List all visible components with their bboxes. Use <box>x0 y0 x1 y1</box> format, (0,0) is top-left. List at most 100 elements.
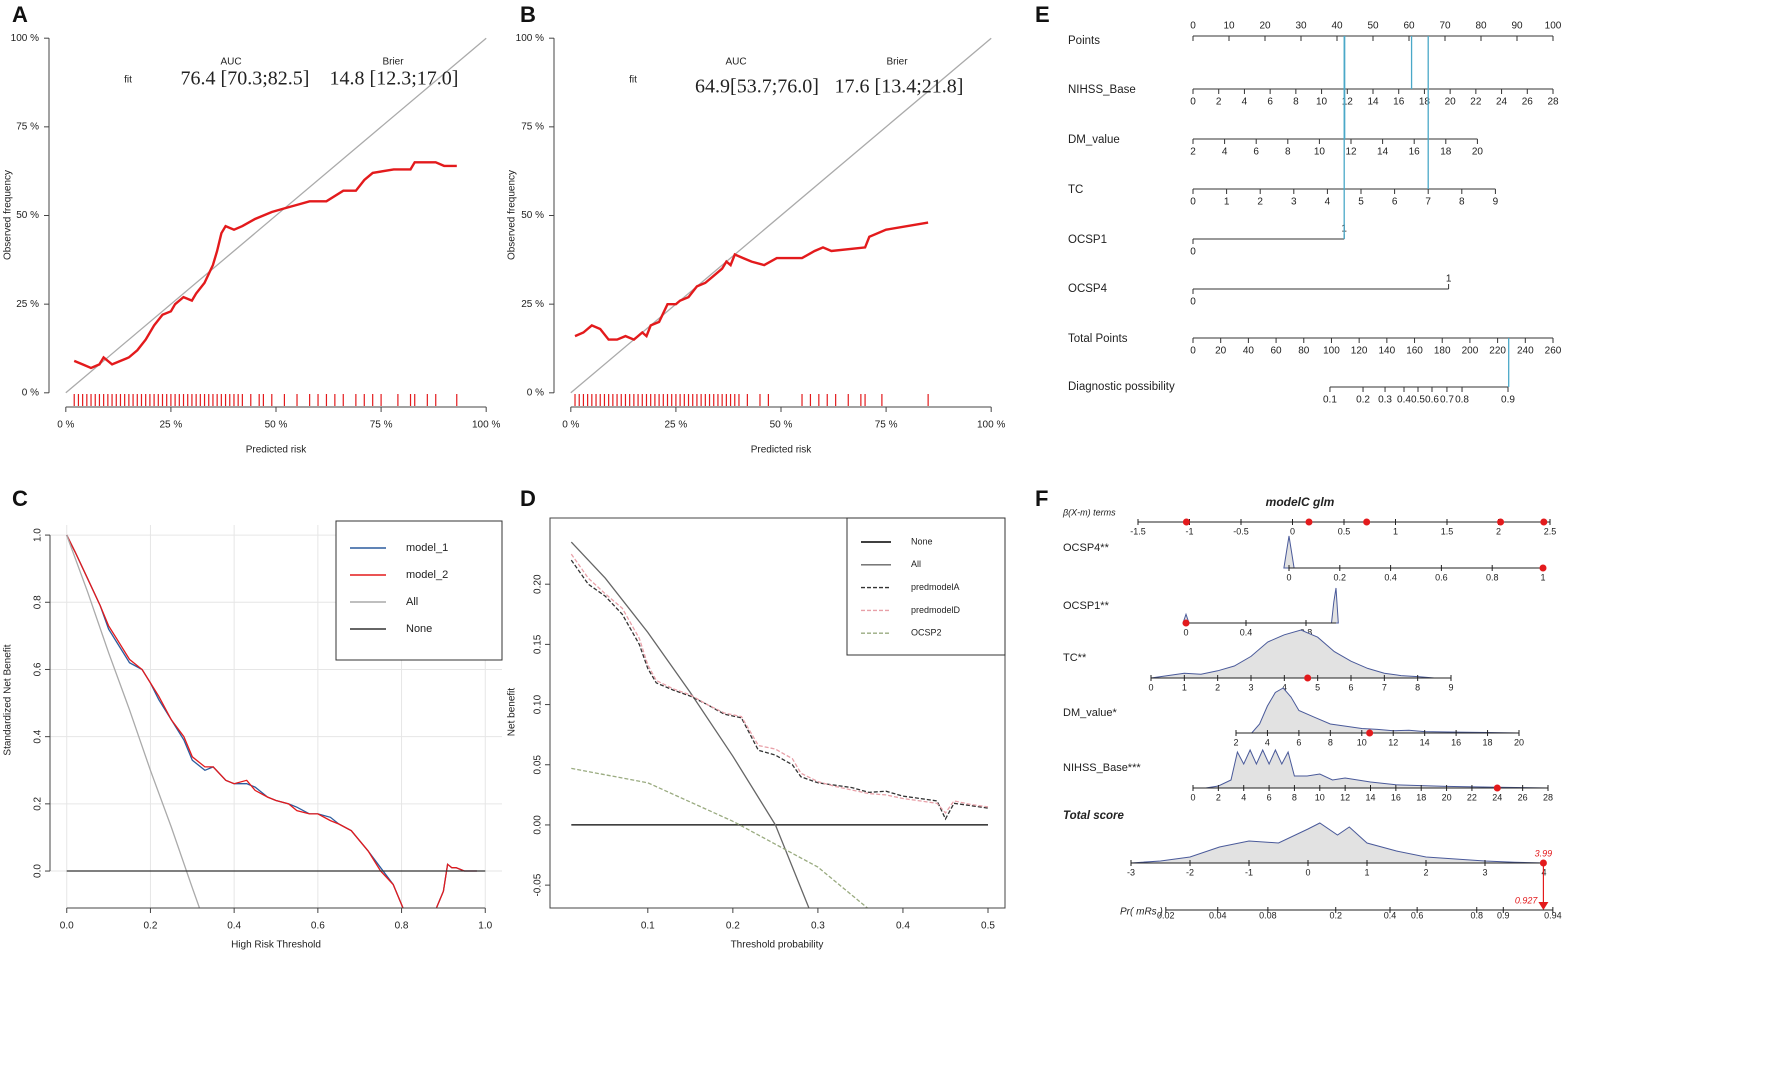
row-label: Points <box>1068 35 1100 47</box>
point-label: 3.99 <box>1535 848 1553 858</box>
legend-label: model_1 <box>406 542 448 554</box>
scale-tick-label: 6 <box>1296 737 1301 747</box>
x-tick-label: 75 % <box>875 420 898 431</box>
scale-tick-label: 20 <box>1472 147 1484 158</box>
scale-tick-label: 6 <box>1348 682 1353 692</box>
y-axis-label: Observed frequency <box>507 170 518 260</box>
scale-tick-label: 12 <box>1388 737 1398 747</box>
scale-tick-label: 0 <box>1190 346 1196 357</box>
scale-tick-label: 90 <box>1511 21 1523 32</box>
scale-tick-label: 10 <box>1314 147 1326 158</box>
stat-value: 17.6 [13.4;21.8] <box>835 76 964 98</box>
scale-tick-label: 16 <box>1393 97 1405 108</box>
scale-tick-label: 0.7 <box>1440 395 1454 406</box>
scale-tick-label: 2 <box>1216 97 1222 108</box>
row-label: TC** <box>1063 652 1087 664</box>
scale-tick-label: 1 <box>1182 682 1187 692</box>
scale-tick-label: 8 <box>1328 737 1333 747</box>
scale-tick-label: 1 <box>1224 197 1230 208</box>
scale-tick-label: 2 <box>1423 867 1428 877</box>
density-area <box>1283 535 1295 569</box>
y-tick-label: 0.20 <box>533 574 544 594</box>
stat-row-label: fit <box>124 75 132 86</box>
y-tick-label: 0.4 <box>33 729 44 743</box>
scale-tick-label: 5 <box>1315 682 1320 692</box>
x-tick-label: 1.0 <box>478 921 492 932</box>
scale-tick-label: 0.2 <box>1356 395 1370 406</box>
plot-title: modelC glm <box>1266 495 1335 509</box>
scale-tick-label: 2 <box>1257 197 1263 208</box>
x-tick-label: 50 % <box>770 420 793 431</box>
beta-point <box>1363 518 1371 526</box>
stat-value: 76.4 [70.3;82.5] <box>181 68 310 90</box>
scale-tick-label: 0.5 <box>1338 526 1351 536</box>
legend-label: model_2 <box>406 569 448 581</box>
scale-tick-label: 200 <box>1462 346 1479 357</box>
x-tick-label: 0.1 <box>641 921 655 932</box>
x-tick-label: 0.2 <box>143 921 157 932</box>
value-point <box>1304 674 1312 682</box>
scale-tick-label: 12 <box>1342 97 1354 108</box>
x-tick-label: 75 % <box>370 420 393 431</box>
scale-tick-label: 8 <box>1285 147 1291 158</box>
series-line <box>570 541 810 908</box>
x-axis-label: High Risk Threshold <box>231 940 321 951</box>
scale-tick-label: 9 <box>1493 197 1499 208</box>
scale-tick-label: 9 <box>1448 682 1453 692</box>
scale-tick-label: 28 <box>1547 97 1559 108</box>
beta-point <box>1305 518 1313 526</box>
scale-tick-label: 0.4 <box>1384 910 1397 920</box>
y-tick-label: 0 % <box>22 387 39 398</box>
x-axis-label: Threshold probability <box>731 940 824 951</box>
scale-tick-label: 0 <box>1190 792 1195 802</box>
series-line <box>65 37 487 394</box>
scale-tick-label: 0.94 <box>1544 910 1562 920</box>
scale-tick-label: 0.9 <box>1497 910 1510 920</box>
scale-tick-label: 120 <box>1351 346 1368 357</box>
y-tick-label: 0.10 <box>533 694 544 714</box>
stat-value: 64.9[53.7;76.0] <box>695 76 819 98</box>
scale-tick-label: 14 <box>1367 97 1379 108</box>
legend-box <box>846 517 1006 656</box>
scale-tick-label: 0.04 <box>1209 910 1227 920</box>
y-tick-label: 0 % <box>527 387 544 398</box>
stat-header: Brier <box>382 57 404 68</box>
beta-point <box>1497 518 1505 526</box>
scale-tick-label: 6 <box>1392 197 1398 208</box>
row-label: NIHSS_Base <box>1068 84 1136 96</box>
scale-tick-label: 20 <box>1259 21 1271 32</box>
row-label: Pr( mRs ) <box>1120 907 1163 918</box>
legend-label: None <box>406 623 432 635</box>
x-tick-label: 0 % <box>562 420 579 431</box>
scale-tick-label: 0.02 <box>1157 910 1175 920</box>
stat-value: 14.8 [12.3;17.0] <box>330 68 459 90</box>
scale-tick-label: 0.6 <box>1411 910 1424 920</box>
x-axis-label: Predicted risk <box>751 445 813 456</box>
scale-tick-label: 8 <box>1459 197 1465 208</box>
legend-label: predmodelA <box>911 582 960 592</box>
scale-tick-label: 0 <box>1190 297 1196 308</box>
y-tick-label: 0.0 <box>33 864 44 878</box>
scale-tick-label: 0.1 <box>1323 395 1337 406</box>
scale-tick-label: 60 <box>1403 21 1415 32</box>
scale-tick-label: 24 <box>1496 97 1508 108</box>
scale-tick-label: 140 <box>1379 346 1396 357</box>
scale-tick-label: 6 <box>1253 147 1259 158</box>
row-label: OCSP1 <box>1068 234 1107 246</box>
stat-row-label: fit <box>629 75 637 86</box>
scale-tick-label: 24 <box>1492 792 1502 802</box>
x-tick-label: 25 % <box>665 420 688 431</box>
scale-tick-label: 1 <box>1393 526 1398 536</box>
x-tick-label: 100 % <box>977 420 1005 431</box>
scale-tick-label: 7 <box>1425 197 1431 208</box>
scale-tick-label: 4 <box>1265 737 1270 747</box>
x-tick-label: 0 % <box>57 420 74 431</box>
scale-tick-label: 4 <box>1242 97 1248 108</box>
scale-tick-label: 14 <box>1365 792 1375 802</box>
scale-tick-label: 160 <box>1406 346 1423 357</box>
scale-tick-label: 70 <box>1439 21 1451 32</box>
scale-tick-label: 10 <box>1315 792 1325 802</box>
scale-tick-label: 8 <box>1293 97 1299 108</box>
scale-tick-label: 18 <box>1416 792 1426 802</box>
scale-tick-label: 0 <box>1290 526 1295 536</box>
